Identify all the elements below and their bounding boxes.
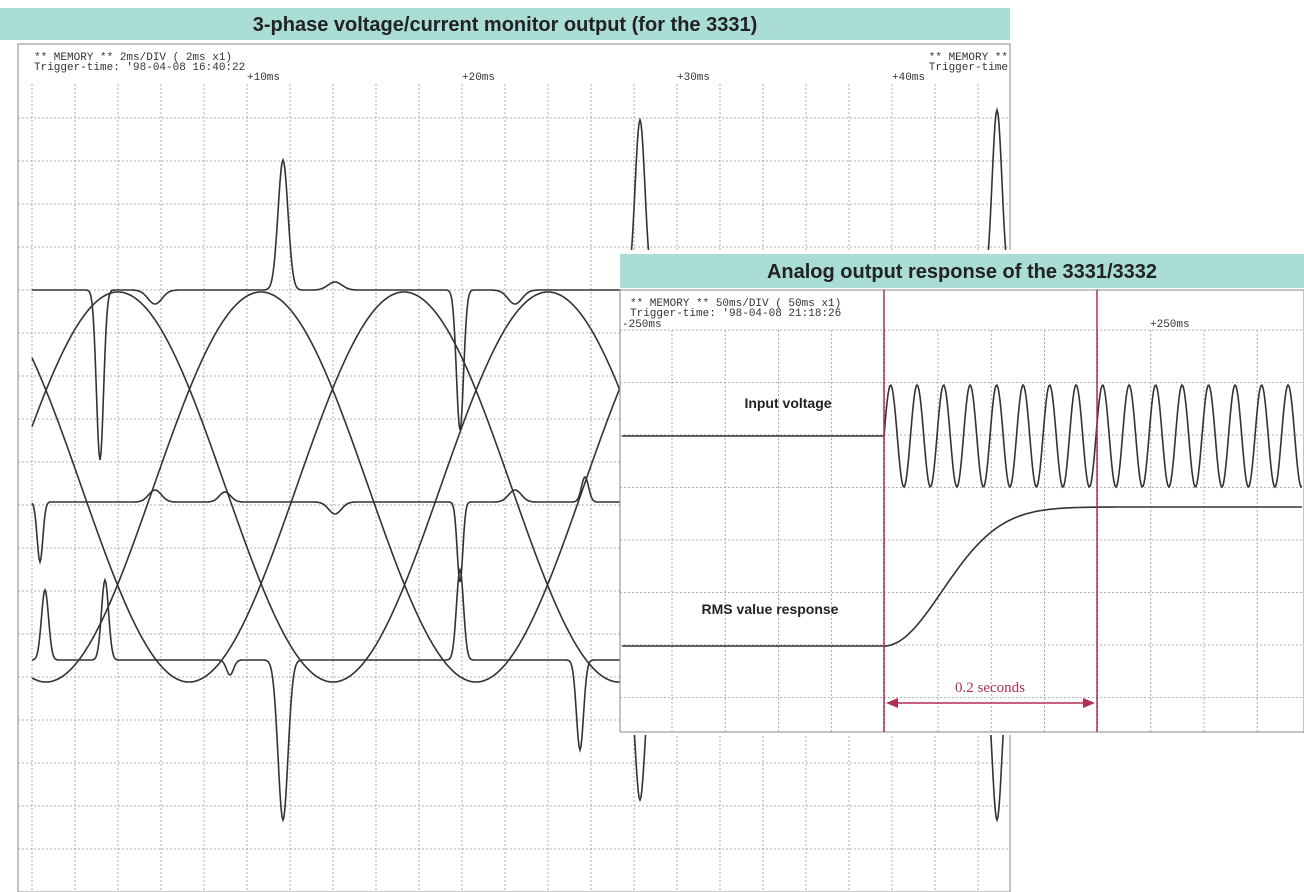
- header: Trigger-time: [929, 62, 1008, 74]
- header: Trigger-time: '98-04-08 21:18:26: [630, 308, 841, 320]
- time-mark: +30ms: [677, 72, 710, 84]
- header: Trigger-time: '98-04-08 16:40:22: [34, 62, 245, 74]
- header: ** MEMORY **: [929, 52, 1008, 64]
- time-mark: +10ms: [247, 72, 280, 84]
- header: ** MEMORY ** 50ms/DIV ( 50ms x1): [630, 298, 841, 310]
- time-mark: -250ms: [622, 319, 662, 331]
- title-bar: [0, 8, 1010, 40]
- right-waves: [622, 383, 1303, 647]
- header: ** MEMORY ** 2ms/DIV ( 2ms x1): [34, 52, 232, 64]
- time-mark: +20ms: [462, 72, 495, 84]
- left-title: 3-phase voltage/current monitor output (…: [253, 14, 758, 36]
- interval-label: 0.2 seconds: [955, 680, 1025, 696]
- right-grid: [620, 329, 1304, 732]
- right-title: Analog output response of the 3331/3332: [767, 261, 1157, 283]
- title-bar: [620, 254, 1304, 288]
- time-mark: +40ms: [892, 72, 925, 84]
- time-mark: +250ms: [1150, 319, 1190, 331]
- trace-label: RMS value response: [702, 601, 839, 617]
- trace-label: Input voltage: [744, 395, 831, 411]
- waveform: [622, 383, 1303, 489]
- left-grid: [18, 84, 1010, 892]
- right-recording: [619, 289, 1304, 733]
- waveform: [622, 506, 1302, 647]
